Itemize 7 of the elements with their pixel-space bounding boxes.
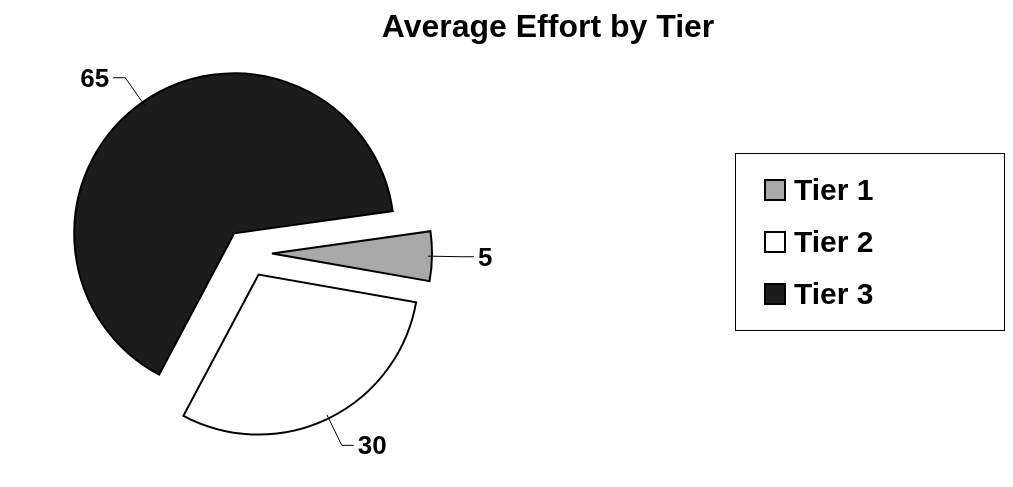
data-label: 5 (477, 241, 493, 272)
data-label: 65 (80, 62, 110, 93)
legend-label: Tier 1 (794, 173, 874, 207)
data-label: 30 (357, 430, 387, 461)
legend-label: Tier 2 (794, 225, 874, 259)
legend-label: Tier 3 (794, 277, 874, 311)
chart-title: Average Effort by Tier (380, 8, 716, 45)
